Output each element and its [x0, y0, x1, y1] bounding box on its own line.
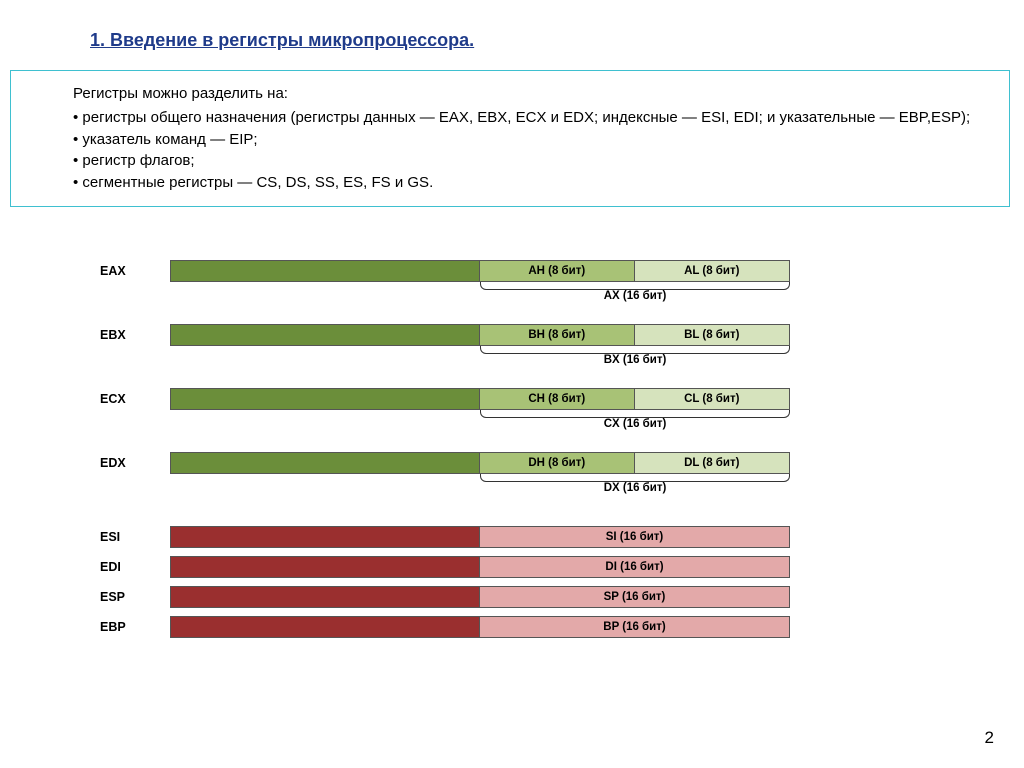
register-row-green: EBXBH (8 бит)BL (8 бит)BX (16 бит) [100, 324, 920, 364]
register-label: ESI [100, 530, 170, 544]
brace-label: CX (16 бит) [575, 418, 695, 430]
intro-bullet-4: • сегментные регистры — CS, DS, SS, ES, … [73, 172, 991, 194]
page-title: 1. Введение в регистры микропроцессора. [90, 30, 474, 51]
register-seg-high16 [171, 261, 480, 281]
brace-label: DX (16 бит) [575, 482, 695, 494]
intro-box: Регистры можно разделить на: • регистры … [10, 70, 1010, 207]
register-row-green: ECXCH (8 бит)CL (8 бит)CX (16 бит) [100, 388, 920, 428]
register-seg-high16 [171, 557, 480, 577]
brace-16bit [480, 282, 790, 290]
register-seg-low16: BP (16 бит) [480, 617, 789, 637]
page-number: 2 [985, 728, 994, 748]
register-bar: DI (16 бит) [170, 556, 790, 578]
register-label: ESP [100, 590, 170, 604]
register-row-red: ESP SP (16 бит) [100, 586, 920, 608]
intro-bullet-1: • регистры общего назначения (регистры д… [85, 107, 991, 129]
register-seg-low16: DI (16 бит) [480, 557, 789, 577]
brace-16bit [480, 346, 790, 354]
brace-label: BX (16 бит) [575, 354, 695, 366]
register-bar: BH (8 бит)BL (8 бит) [170, 324, 790, 346]
register-row-red: ESI SI (16 бит) [100, 526, 920, 548]
register-row-red: EBP BP (16 бит) [100, 616, 920, 638]
register-bar: SP (16 бит) [170, 586, 790, 608]
brace-16bit [480, 474, 790, 482]
register-label: EDX [100, 456, 170, 470]
register-seg-high16 [171, 587, 480, 607]
register-seg-lowbyte: BL (8 бит) [635, 325, 790, 345]
brace-16bit [480, 410, 790, 418]
register-label: EBX [100, 328, 170, 342]
register-label: EBP [100, 620, 170, 634]
register-seg-high16 [171, 325, 480, 345]
register-row-red: EDI DI (16 бит) [100, 556, 920, 578]
register-seg-highbyte: BH (8 бит) [480, 325, 635, 345]
brace-label: AX (16 бит) [575, 290, 695, 302]
register-bar: BP (16 бит) [170, 616, 790, 638]
register-seg-lowbyte: AL (8 бит) [635, 261, 790, 281]
register-seg-high16 [171, 617, 480, 637]
register-bar: SI (16 бит) [170, 526, 790, 548]
register-seg-low16: SP (16 бит) [480, 587, 789, 607]
register-bar: AH (8 бит)AL (8 бит) [170, 260, 790, 282]
register-bar: CH (8 бит)CL (8 бит) [170, 388, 790, 410]
register-seg-high16 [171, 453, 480, 473]
intro-bullet-2: • указатель команд — EIP; [73, 129, 991, 151]
intro-bullet-3: • регистр флагов; [73, 150, 991, 172]
register-seg-highbyte: AH (8 бит) [480, 261, 635, 281]
register-seg-lowbyte: DL (8 бит) [635, 453, 790, 473]
intro-line1: Регистры можно разделить на: [73, 83, 991, 105]
register-bar: DH (8 бит)DL (8 бит) [170, 452, 790, 474]
register-seg-highbyte: CH (8 бит) [480, 389, 635, 409]
register-label: EDI [100, 560, 170, 574]
register-seg-high16 [171, 389, 480, 409]
register-row-green: EDXDH (8 бит)DL (8 бит)DX (16 бит) [100, 452, 920, 492]
register-diagram: EAXAH (8 бит)AL (8 бит)AX (16 бит)EBXBH … [100, 260, 920, 646]
register-seg-lowbyte: CL (8 бит) [635, 389, 790, 409]
register-seg-low16: SI (16 бит) [480, 527, 789, 547]
register-seg-high16 [171, 527, 480, 547]
register-label: EAX [100, 264, 170, 278]
register-row-green: EAXAH (8 бит)AL (8 бит)AX (16 бит) [100, 260, 920, 300]
register-label: ECX [100, 392, 170, 406]
register-seg-highbyte: DH (8 бит) [480, 453, 635, 473]
